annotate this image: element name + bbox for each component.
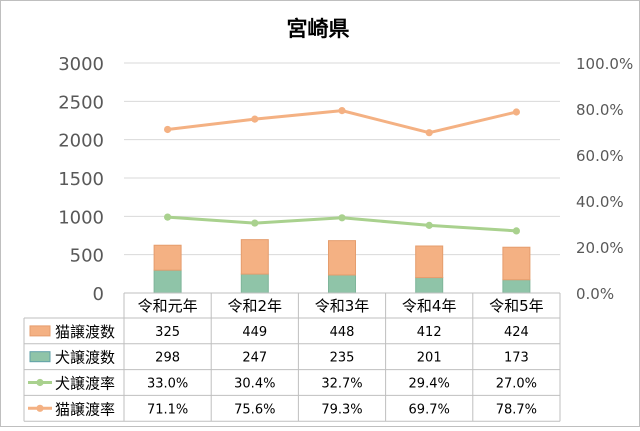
bar-cat-adoptions bbox=[153, 244, 182, 271]
left-tick-label: 2500 bbox=[58, 92, 104, 113]
table-cell: 325 bbox=[155, 325, 180, 340]
left-tick-label: 500 bbox=[70, 246, 104, 267]
bar-cat-adoptions bbox=[502, 246, 531, 281]
bar-dog-adoptions bbox=[328, 274, 356, 294]
right-axis: 0.0% 20.0% 40.0% 60.0% 80.0% 100.0% bbox=[576, 55, 633, 303]
legend-key bbox=[29, 325, 51, 337]
table-cell: 33.0% bbox=[147, 377, 188, 392]
line-dog-rate-point bbox=[425, 221, 433, 229]
table-cell: 173 bbox=[504, 351, 529, 366]
line-dog-rate-point bbox=[512, 227, 521, 235]
table-cell: 235 bbox=[330, 351, 355, 366]
left-axis: 0 500 1000 1500 2000 2500 3000 bbox=[58, 54, 104, 305]
table-cell: 412 bbox=[417, 325, 442, 340]
left-tick-label: 1000 bbox=[58, 207, 104, 228]
line-cat-rate-point bbox=[512, 108, 521, 116]
line-dog-rate-point bbox=[338, 214, 346, 222]
bar-dog-adoptions bbox=[502, 279, 531, 294]
line-cat-rate-point bbox=[425, 129, 433, 137]
table-cell: 32.7% bbox=[321, 377, 362, 392]
chart-title: 宮崎県 bbox=[287, 17, 350, 41]
row-label: 猫譲渡率 bbox=[55, 400, 115, 418]
table-cell: 201 bbox=[417, 351, 442, 366]
category-label: 令和3年 bbox=[315, 297, 370, 315]
right-tick-label: 80.0% bbox=[576, 101, 624, 119]
table-cell: 247 bbox=[242, 351, 267, 366]
bar-dog-adoptions bbox=[153, 269, 182, 294]
legend-key-point bbox=[36, 404, 44, 412]
table-cell: 424 bbox=[504, 325, 529, 340]
row-label: 猫譲渡数 bbox=[55, 323, 115, 341]
left-tick-label: 3000 bbox=[58, 54, 104, 75]
bar-cat-adoptions bbox=[240, 239, 269, 275]
category-label: 令和5年 bbox=[489, 297, 544, 315]
category-label: 令和2年 bbox=[228, 297, 283, 315]
bar-cat-adoptions bbox=[328, 240, 356, 276]
table-cell: 30.4% bbox=[234, 377, 275, 392]
line-dog-rate-point bbox=[251, 219, 259, 227]
left-tick-label: 0 bbox=[93, 284, 104, 305]
left-tick-label: 2000 bbox=[58, 131, 104, 152]
row-label: 犬譲渡数 bbox=[55, 349, 115, 367]
table-cell: 29.4% bbox=[409, 377, 450, 392]
table-cell: 69.7% bbox=[409, 402, 450, 417]
table-cell: 78.7% bbox=[496, 402, 537, 417]
right-tick-label: 100.0% bbox=[576, 55, 633, 73]
category-label: 令和4年 bbox=[402, 297, 457, 315]
table-cell: 298 bbox=[155, 351, 180, 366]
table-cell: 71.1% bbox=[147, 402, 188, 417]
table-cell: 448 bbox=[330, 325, 355, 340]
right-tick-label: 0.0% bbox=[576, 285, 614, 303]
bar-cat-adoptions bbox=[415, 245, 444, 279]
legend-key bbox=[29, 351, 51, 363]
line-cat-rate-point bbox=[164, 125, 172, 134]
bar-dog-adoptions bbox=[240, 273, 269, 294]
table-cell: 79.3% bbox=[321, 402, 362, 417]
line-cat-rate-point bbox=[338, 107, 346, 115]
right-tick-label: 40.0% bbox=[576, 193, 624, 211]
bar-dog-adoptions bbox=[415, 277, 444, 294]
category-label: 令和元年 bbox=[138, 297, 198, 315]
line-cat-rate-point bbox=[251, 115, 259, 123]
left-tick-label: 1500 bbox=[58, 169, 104, 190]
table-cell: 75.6% bbox=[234, 402, 275, 417]
table-cell: 27.0% bbox=[496, 377, 537, 392]
gridlines bbox=[124, 62, 560, 256]
lines bbox=[164, 107, 521, 235]
row-label: 犬譲渡率 bbox=[55, 375, 115, 393]
right-tick-label: 20.0% bbox=[576, 239, 624, 257]
legend-key-point bbox=[36, 378, 44, 387]
right-tick-label: 60.0% bbox=[576, 147, 624, 165]
bars bbox=[153, 239, 531, 294]
line-dog-rate-point bbox=[164, 213, 172, 221]
table-cell: 449 bbox=[242, 325, 267, 340]
